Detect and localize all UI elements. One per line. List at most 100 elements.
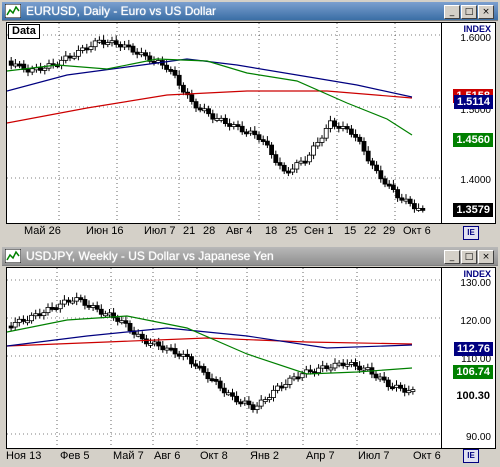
close-button[interactable]: × [478, 5, 494, 19]
candle-body [254, 405, 260, 410]
candle-body [406, 390, 412, 394]
price-scale[interactable]: INDEX 1.6000 1.5000 1.4000 1.5158 1.5114… [441, 22, 496, 224]
candle-body [221, 387, 227, 394]
scale-label-3: 1.4000 [460, 175, 491, 186]
maximize-button[interactable]: □ [461, 5, 477, 19]
candle-body [88, 46, 94, 50]
candle-body [193, 101, 199, 109]
candle-body [63, 55, 69, 61]
candle-body [189, 94, 195, 102]
minimize-button[interactable]: _ [444, 250, 460, 264]
candle-body [74, 297, 80, 302]
candle-body [266, 397, 272, 401]
candle-body [126, 44, 132, 48]
candle-body [319, 137, 325, 143]
candle-body [316, 367, 322, 373]
candle-body [348, 362, 354, 365]
candle-body [390, 184, 396, 191]
candle-body [172, 69, 178, 76]
candle-body [90, 305, 96, 308]
price-tag-mid-ma: 1.5114 [453, 95, 493, 109]
date-label: Июл 7 [144, 225, 176, 237]
candle-body [82, 299, 88, 306]
candle-body [264, 140, 270, 146]
title-bar[interactable]: USDJPY, Weekly - US Dollar vs Japanese Y… [2, 247, 498, 266]
close-button[interactable]: × [478, 250, 494, 264]
candle-body [323, 128, 329, 139]
candle-body [250, 404, 256, 410]
price-chart-area[interactable] [6, 267, 442, 449]
candle-body [180, 353, 186, 357]
candle-body [239, 125, 245, 133]
candle-body [189, 356, 194, 365]
maximize-button[interactable]: □ [461, 250, 477, 264]
candle-body [113, 40, 119, 45]
candle-body [172, 348, 178, 355]
candle-body [373, 373, 379, 379]
candle-body [209, 378, 215, 382]
candle-body [160, 345, 166, 351]
candle-body [111, 312, 116, 319]
date-label: Июл 7 [358, 450, 390, 462]
date-label: Авг 4 [226, 225, 253, 237]
date-label: Авг 6 [154, 450, 181, 462]
candle-body [353, 362, 358, 367]
chart-window-eurusd[interactable]: EURUSD, Daily - Euro vs US Dollar _ □ × … [0, 0, 500, 243]
candle-body [357, 365, 363, 371]
candle-body [86, 304, 92, 308]
candle-body [231, 124, 237, 127]
settings-icon: IE [467, 228, 475, 237]
candle-body [361, 141, 367, 152]
candle-body [57, 303, 63, 310]
candle-body [238, 401, 244, 405]
candle-body [180, 84, 186, 93]
candle-body [295, 376, 301, 380]
candle-body [45, 307, 51, 314]
candle-body [324, 365, 330, 370]
candle-body [8, 60, 14, 66]
candle-body [381, 376, 387, 381]
candle-body [389, 386, 395, 390]
price-chart-area[interactable] [6, 22, 442, 224]
candle-body [135, 333, 141, 337]
date-label: Янв 2 [250, 450, 280, 462]
candle-body [256, 134, 262, 140]
candle-body [279, 385, 285, 389]
candle-body [84, 47, 90, 51]
candle-body [225, 392, 231, 396]
minimize-button[interactable]: _ [444, 5, 460, 19]
candle-body [122, 44, 127, 48]
candle-body [97, 39, 102, 43]
price-scale[interactable]: INDEX 130.00 120.00 110.00 90.00 112.76 … [441, 267, 496, 449]
date-label: 15 [344, 225, 357, 237]
date-label: Июн 16 [86, 225, 124, 237]
candle-body [118, 44, 123, 48]
candle-body [59, 59, 64, 66]
candle-body [336, 125, 342, 129]
candle-body [283, 383, 289, 388]
candle-body [218, 117, 224, 121]
candle-body [234, 395, 240, 403]
candle-body [201, 366, 207, 373]
chart-window-usdjpy[interactable]: USDJPY, Weekly - US Dollar vs Japanese Y… [0, 245, 500, 467]
candle-body [386, 183, 392, 187]
date-axis: Ноя 13 Фев 5 Май 7 Авг 6 Окт 8 Янв 2 Апр… [6, 449, 447, 465]
price-tag-fast-ma: 106.74 [453, 365, 493, 379]
scale-label-4: 90.00 [465, 432, 491, 443]
date-label: Окт 6 [413, 450, 441, 462]
candle-body [130, 45, 136, 53]
candle-body [332, 362, 338, 369]
scale-label-2: 1.5000 [460, 105, 491, 116]
close-icon: × [482, 7, 490, 17]
price-chart [6, 268, 441, 448]
candle-body [344, 363, 350, 367]
candle-body [8, 325, 14, 329]
price-chart [6, 23, 441, 223]
title-bar[interactable]: EURUSD, Daily - Euro vs US Dollar _ □ × [2, 2, 498, 21]
candle-body [101, 39, 106, 45]
settings-button[interactable]: IE [463, 449, 479, 463]
candle-body [37, 313, 43, 317]
slow-moving-average-line [6, 337, 413, 347]
candle-body [242, 400, 248, 404]
settings-button[interactable]: IE [463, 226, 479, 240]
